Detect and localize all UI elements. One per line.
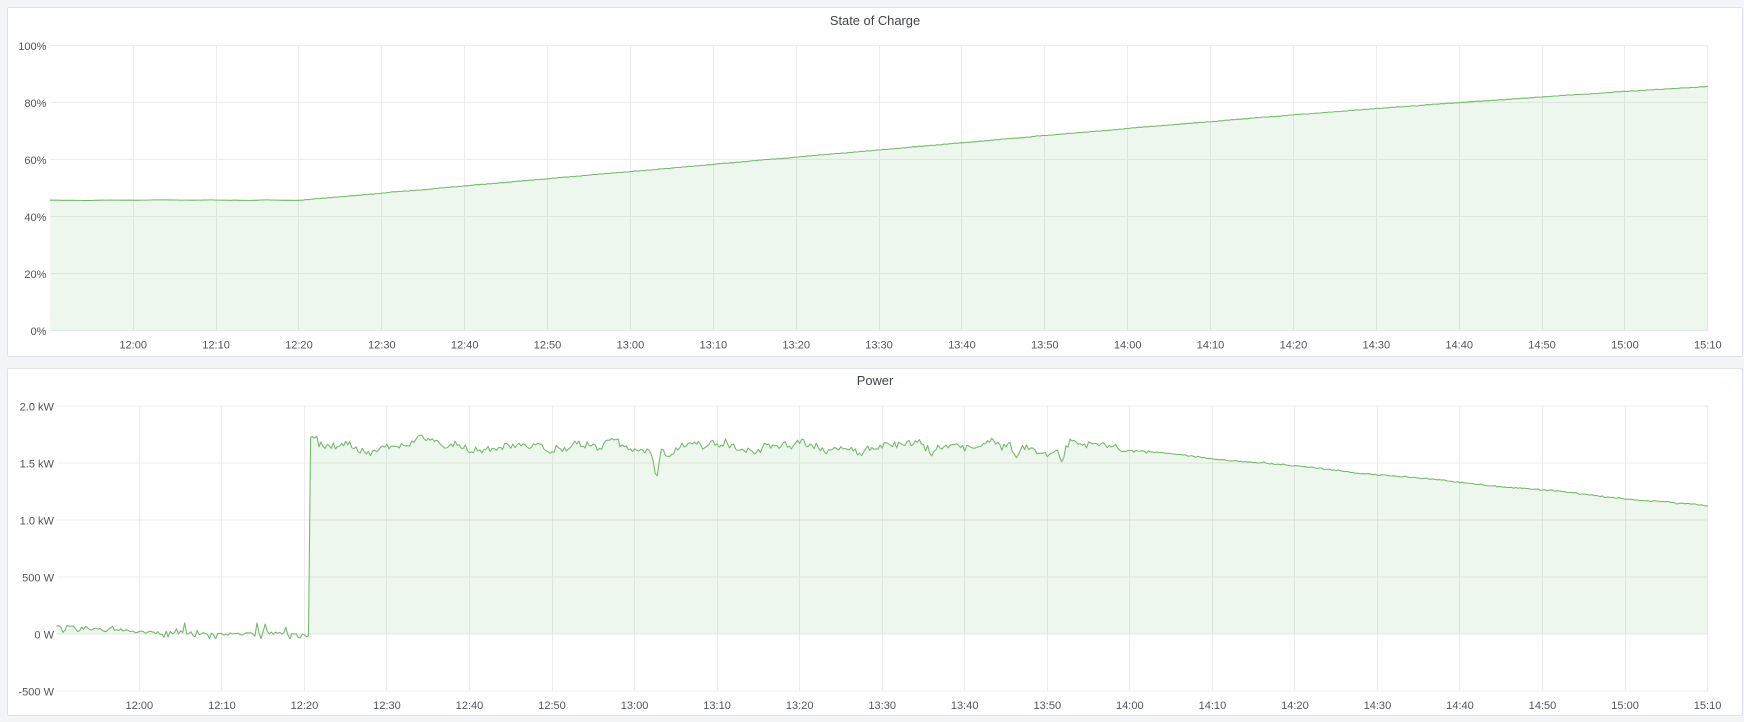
svg-text:12:40: 12:40 xyxy=(456,699,484,711)
svg-text:14:10: 14:10 xyxy=(1199,699,1227,711)
svg-text:15:00: 15:00 xyxy=(1611,699,1639,711)
svg-text:14:10: 14:10 xyxy=(1197,339,1225,351)
svg-text:14:00: 14:00 xyxy=(1116,699,1144,711)
svg-text:12:00: 12:00 xyxy=(125,699,153,711)
svg-text:15:00: 15:00 xyxy=(1611,339,1639,351)
svg-text:12:20: 12:20 xyxy=(285,339,313,351)
svg-text:2.0 kW: 2.0 kW xyxy=(20,401,55,413)
svg-text:-500 W: -500 W xyxy=(18,686,54,698)
svg-text:12:50: 12:50 xyxy=(534,339,562,351)
svg-text:14:20: 14:20 xyxy=(1280,339,1308,351)
svg-text:14:40: 14:40 xyxy=(1446,699,1474,711)
svg-text:12:30: 12:30 xyxy=(373,699,401,711)
svg-text:14:50: 14:50 xyxy=(1529,699,1557,711)
svg-text:0 W: 0 W xyxy=(34,629,54,641)
svg-text:500 W: 500 W xyxy=(22,572,55,584)
svg-text:12:30: 12:30 xyxy=(368,339,396,351)
svg-text:13:40: 13:40 xyxy=(948,339,976,351)
svg-text:13:50: 13:50 xyxy=(1031,339,1059,351)
svg-text:40%: 40% xyxy=(24,212,46,224)
svg-text:13:30: 13:30 xyxy=(865,339,893,351)
svg-text:14:00: 14:00 xyxy=(1114,339,1142,351)
svg-text:60%: 60% xyxy=(24,155,46,167)
svg-text:15:10: 15:10 xyxy=(1694,699,1722,711)
svg-text:13:20: 13:20 xyxy=(786,699,814,711)
svg-text:12:10: 12:10 xyxy=(202,339,230,351)
svg-text:20%: 20% xyxy=(24,269,46,281)
svg-text:15:10: 15:10 xyxy=(1694,339,1722,351)
svg-text:14:50: 14:50 xyxy=(1528,339,1556,351)
svg-text:13:00: 13:00 xyxy=(617,339,645,351)
svg-text:13:10: 13:10 xyxy=(703,699,731,711)
svg-text:12:50: 12:50 xyxy=(538,699,566,711)
svg-text:12:00: 12:00 xyxy=(119,339,147,351)
svg-text:13:00: 13:00 xyxy=(621,699,649,711)
svg-text:1.0 kW: 1.0 kW xyxy=(20,515,55,527)
svg-text:13:20: 13:20 xyxy=(782,339,810,351)
svg-text:14:40: 14:40 xyxy=(1445,339,1473,351)
svg-text:12:10: 12:10 xyxy=(208,699,236,711)
svg-text:13:10: 13:10 xyxy=(699,339,727,351)
svg-text:13:50: 13:50 xyxy=(1033,699,1061,711)
svg-text:13:30: 13:30 xyxy=(868,699,896,711)
svg-text:14:30: 14:30 xyxy=(1362,339,1390,351)
svg-text:12:20: 12:20 xyxy=(291,699,319,711)
svg-text:13:40: 13:40 xyxy=(951,699,979,711)
svg-text:80%: 80% xyxy=(24,98,46,110)
svg-text:12:40: 12:40 xyxy=(451,339,479,351)
svg-text:14:30: 14:30 xyxy=(1364,699,1392,711)
svg-text:14:20: 14:20 xyxy=(1281,699,1309,711)
svg-text:1.5 kW: 1.5 kW xyxy=(20,458,55,470)
svg-text:0%: 0% xyxy=(31,326,47,338)
svg-text:100%: 100% xyxy=(18,41,46,53)
